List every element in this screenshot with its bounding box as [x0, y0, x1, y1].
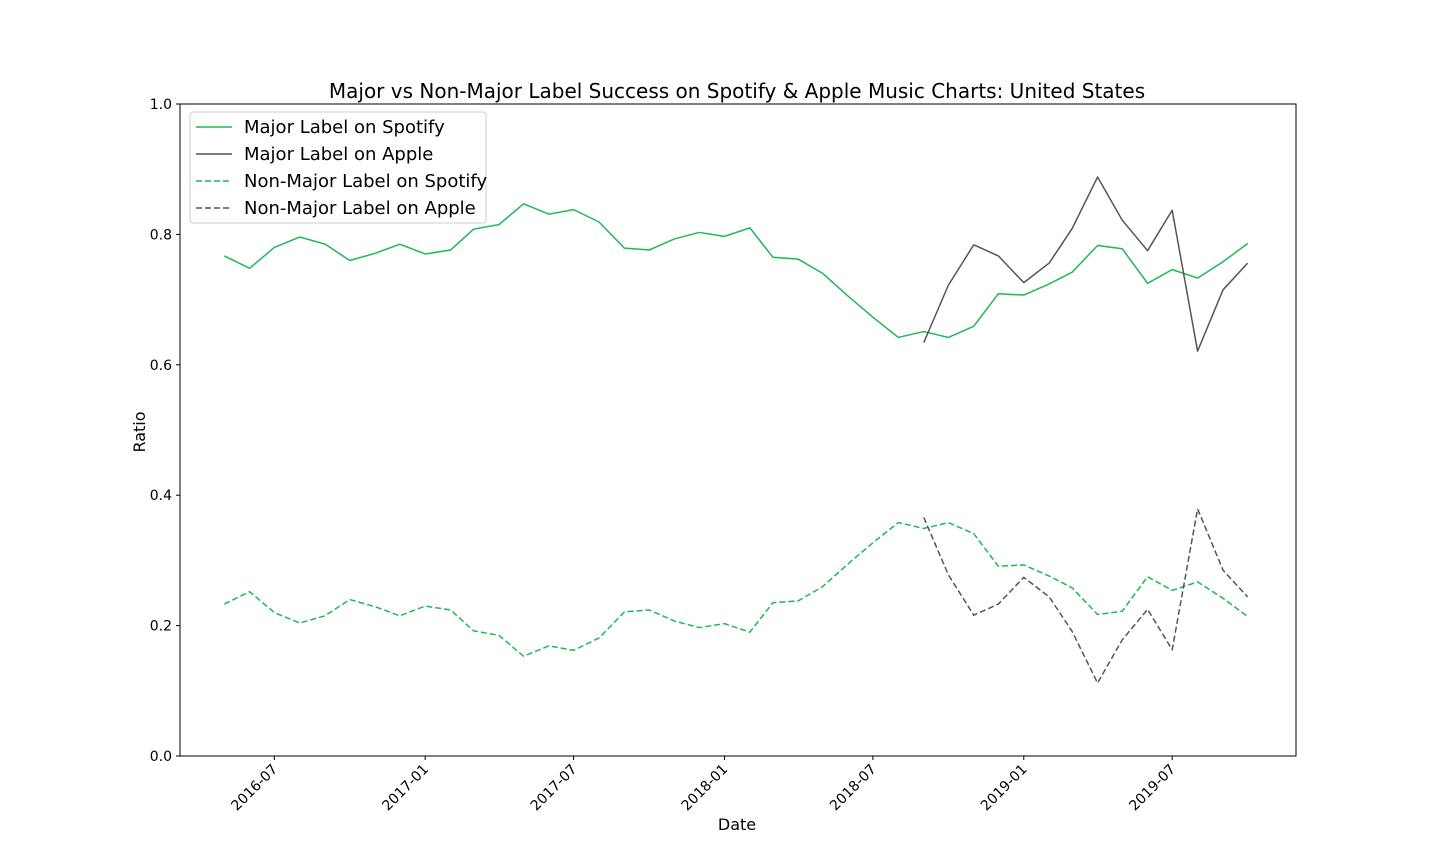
legend-label-1: Major Label on Apple	[244, 144, 433, 165]
chart-title: Major vs Non-Major Label Success on Spot…	[329, 79, 1145, 103]
y-tick-label: 1.0	[150, 97, 172, 113]
x-axis-label: Date	[718, 815, 756, 834]
y-tick-label: 0.2	[150, 619, 172, 635]
legend-label-0: Major Label on Spotify	[244, 117, 445, 138]
y-tick-label: 0.4	[150, 488, 172, 504]
legend-label-3: Non-Major Label on Apple	[244, 198, 476, 219]
legend-frame	[189, 111, 487, 224]
y-tick-label: 0.8	[150, 227, 172, 243]
series-line-2	[223, 521, 1249, 657]
series-line-3	[923, 508, 1249, 684]
y-tick-label: 0.6	[150, 358, 172, 374]
legend-label-2: Non-Major Label on Spotify	[244, 171, 487, 192]
y-tick-label: 0.0	[150, 749, 172, 765]
series-line-1	[923, 176, 1249, 352]
y-axis: 0.0 0.2 0.4 0.6 0.8 1.0	[150, 97, 180, 765]
y-axis-label: Ratio	[130, 411, 149, 452]
legend: Major Label on Spotify Major Label on App…	[189, 111, 487, 224]
plot-lines	[223, 176, 1249, 684]
series-line-0	[223, 203, 1249, 339]
plot-frame	[179, 103, 1297, 757]
